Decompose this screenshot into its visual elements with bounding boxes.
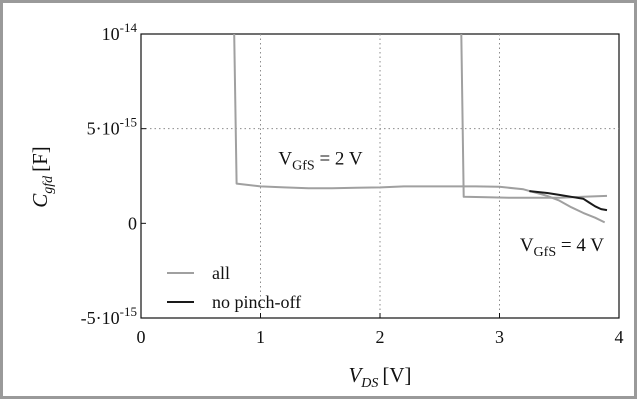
legend: all no pinch-off: [167, 263, 301, 312]
y-axis-title-sub: gfd: [41, 175, 56, 194]
legend-label: all: [212, 263, 230, 283]
x-tick-label: 3: [495, 327, 504, 347]
x-tick-label: 0: [137, 327, 146, 347]
annotation-layer: VGfS = 2 V VGfS = 4 V: [278, 149, 604, 260]
series-line-3: [529, 190, 608, 212]
y-axis-title-main: C: [28, 193, 52, 208]
y-tick-label: -5·10-15: [81, 304, 137, 328]
plot-area: [140, 33, 620, 319]
y-tick-label: 5·10-15: [87, 115, 137, 139]
y-tick-label: 10-14: [102, 20, 138, 44]
annotation-label-2: VGfS = 4 V: [520, 235, 604, 260]
legend-label: no pinch-off: [212, 292, 301, 312]
series-line-1: [233, 34, 606, 224]
x-tick-label: 1: [256, 327, 265, 347]
grid-layer: [141, 34, 619, 318]
y-axis-title-unit: [F]: [28, 146, 52, 172]
x-axis-title: VDS [V]: [348, 363, 411, 391]
x-axis-title-main: V: [348, 363, 363, 387]
series-layer: [233, 34, 608, 224]
y-tick-label: 0: [128, 213, 137, 233]
series-line-2: [460, 34, 608, 199]
x-axis-title-sub: DS: [360, 376, 378, 391]
y-axis-title: Cgfd [F]: [28, 146, 56, 208]
x-axis-title-unit: [V]: [382, 363, 411, 387]
x-tick-label: 2: [376, 327, 385, 347]
annotation-label-1: VGfS = 2 V: [278, 149, 362, 174]
x-tick-label: 4: [615, 327, 624, 347]
